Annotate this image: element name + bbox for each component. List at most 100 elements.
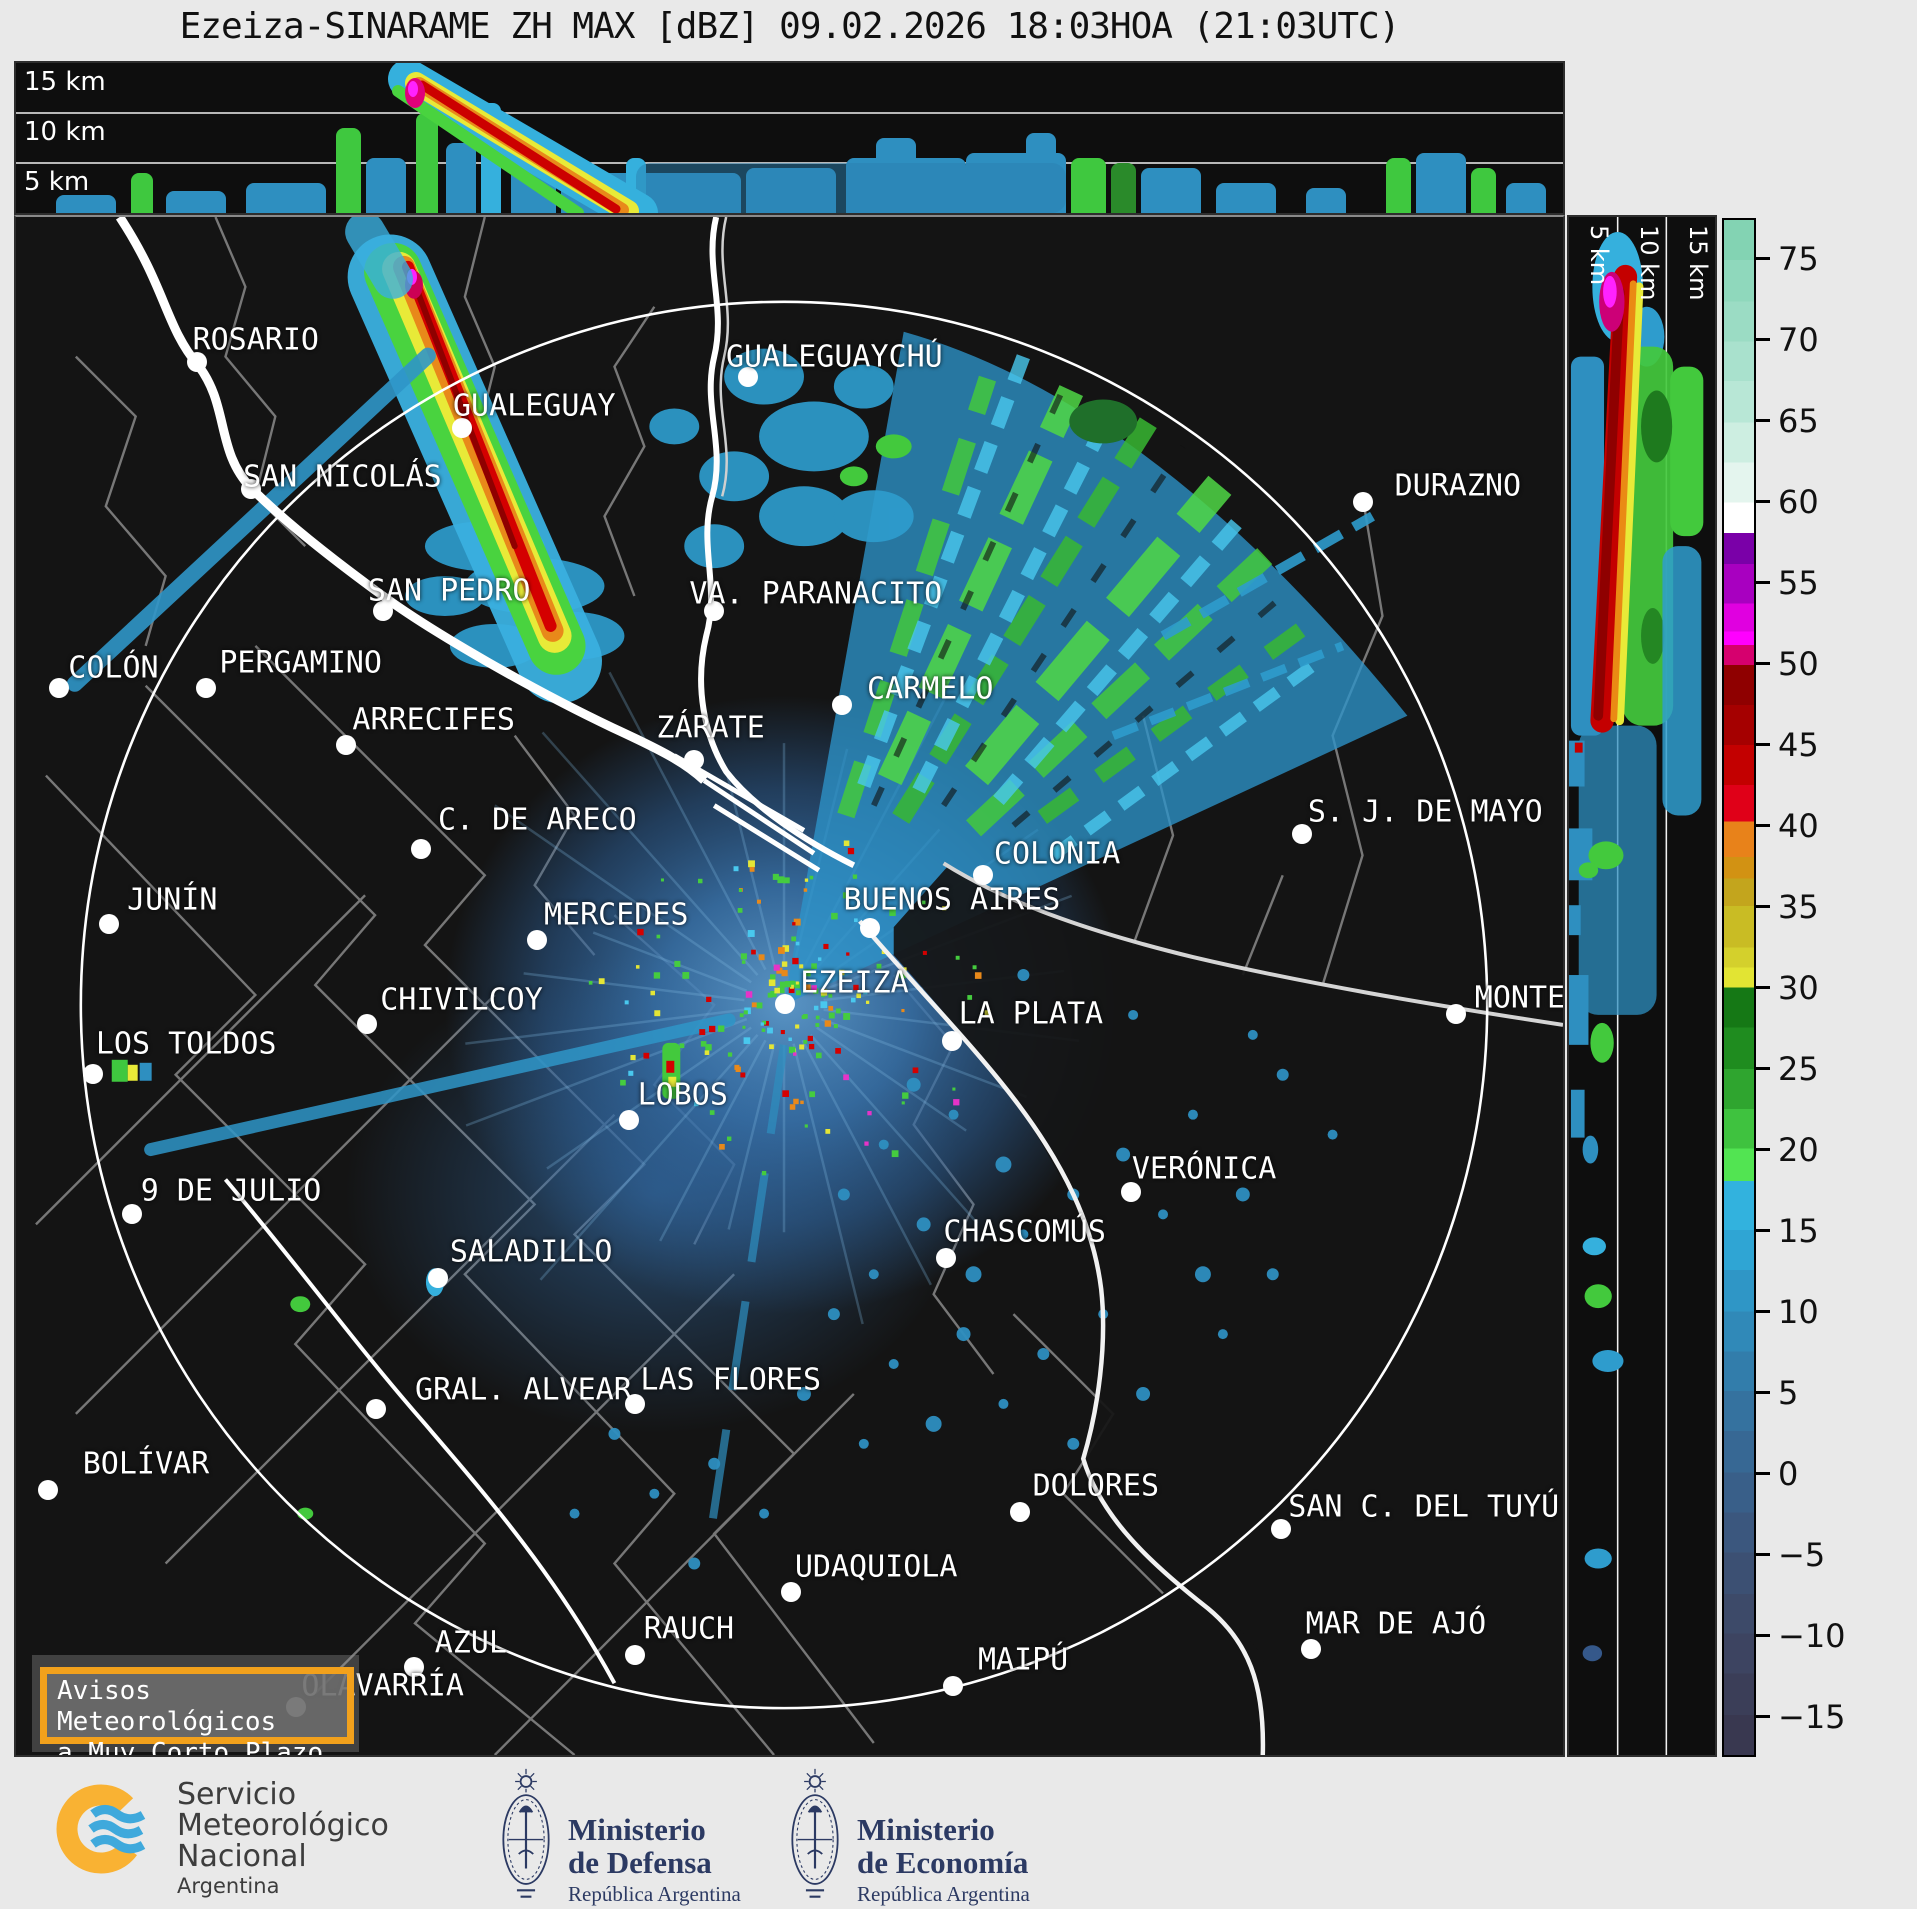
smn-name-line3: Nacional (177, 1839, 307, 1874)
top-panel-height-label-15km: 15 km (24, 67, 106, 97)
city-dot-udaquiola (781, 1581, 802, 1602)
smn-logo-icon (56, 1784, 146, 1874)
reflectivity-colorbar (1722, 218, 1756, 1757)
city-dot-c-de-areco (411, 839, 432, 860)
economia-line1: Ministerio (857, 1812, 995, 1847)
city-dot-san-c-del-tuyu (1271, 1518, 1292, 1539)
top-panel-height-label-5km: 5 km (24, 167, 90, 197)
city-label-pergamino: PERGAMINO (219, 645, 382, 681)
city-label-gral-alvear: GRAL. ALVEAR (415, 1372, 632, 1408)
city-label-arrecifes: ARRECIFES (352, 702, 515, 738)
city-dot-colon (49, 677, 70, 698)
nw-thin-band (66, 347, 436, 692)
economia-sub: República Argentina (857, 1882, 1030, 1906)
side-cross-section-echoes (1569, 217, 1704, 1755)
colorbar-tick-label: 40 (1778, 806, 1819, 845)
side-low-echoes (1569, 740, 1593, 1138)
colorbar-tick-label: 20 (1778, 1130, 1819, 1169)
city-label-lobos: LOBOS (637, 1077, 728, 1113)
city-label-la-plata: LA PLATA (958, 996, 1104, 1032)
defensa-line1: Ministerio (568, 1812, 706, 1847)
colorbar-tick-label: 10 (1778, 1292, 1819, 1331)
city-label-rauch: RAUCH (643, 1611, 735, 1647)
city-dot-s-j-de-mayo (1291, 823, 1312, 844)
city-label-chascomus: CHASCOMÚS (943, 1214, 1106, 1250)
city-label-rosario: ROSARIO (192, 322, 319, 358)
coat-of-arms-icon (787, 1767, 843, 1903)
colorbar-tick-label: 55 (1778, 563, 1819, 602)
ne-precip-fan (784, 331, 1408, 1005)
colorbar-tick (1756, 905, 1770, 908)
colorbar-ticks: 75 70 65 60 55 50 45 40 35 30 25 20 15 10 5 0 −5 −10 −15 (1756, 218, 1876, 1757)
city-label-carmelo: CARMELO (867, 671, 994, 707)
smn-name-line1: Servicio (177, 1777, 297, 1812)
top-cross-section-echoes (16, 63, 1563, 213)
city-dot-las-flores (624, 1394, 645, 1415)
city-label-maipu: MAIPÚ (977, 1642, 1069, 1678)
city-dot-buenos-aires (859, 917, 880, 938)
colorbar-tick (1756, 662, 1770, 665)
city-dot-gualeguaychu (737, 366, 758, 387)
colorbar-tick (1756, 581, 1770, 584)
city-label-azul: AZUL (434, 1625, 507, 1661)
city-dot-montev (1446, 1003, 1467, 1024)
city-dot-saladillo (428, 1268, 449, 1289)
city-dot-azul (403, 1657, 424, 1678)
colorbar-tick (1756, 500, 1770, 503)
colorbar-tick-label: 70 (1778, 320, 1819, 359)
city-dot-va-paranacito (703, 600, 724, 621)
city-layer: ROSARIO SAN NICOLÁS GUALEGUAY GUALEGUAYCHÚ S… (16, 217, 1563, 1755)
footer-logos: Servicio Meteorológico Nacional Argentin… (0, 1757, 1917, 1909)
warning-box-halo: Avisos Meteorológicos a Muy Corto Plazo (32, 1655, 359, 1755)
city-dot-mercedes (527, 929, 548, 950)
top-cross-section-panel: 15 km 10 km 5 km (14, 61, 1565, 215)
colorbar-tick-label: 25 (1778, 1049, 1819, 1088)
city-dot-chivilcoy (357, 1014, 378, 1035)
city-dot-rosario (186, 351, 207, 372)
colorbar-tick-label: 45 (1778, 725, 1819, 764)
ministry-defensa-block: Ministerio de Defensa República Argentin… (498, 1767, 741, 1906)
city-dot-rauch (624, 1645, 645, 1666)
colorbar-tick (1756, 338, 1770, 341)
colorbar-tick-label: 65 (1778, 401, 1819, 440)
coat-of-arms-icon (498, 1767, 554, 1903)
colorbar-tick (1756, 743, 1770, 746)
city-dot-pergamino (196, 677, 217, 698)
scattered-echoes (569, 969, 1338, 1570)
city-dot-mar-de-ajo (1300, 1638, 1321, 1659)
city-label-gualeguay: GUALEGUAY (452, 388, 616, 424)
colorbar-tick (1756, 1310, 1770, 1313)
radar-map-panel: ROSARIO SAN NICOLÁS GUALEGUAY GUALEGUAYCHÚ S… (14, 215, 1565, 1757)
city-dot-veronica (1121, 1182, 1142, 1203)
colorbar-tick (1756, 824, 1770, 827)
colorbar-tick-label: 75 (1778, 239, 1819, 278)
colorbar-tick (1756, 419, 1770, 422)
city-label-junin: JUNÍN (127, 882, 218, 918)
squall-line (345, 217, 602, 704)
warning-line1: Avisos Meteorológicos (57, 1676, 277, 1737)
smn-name-line2: Meteorológico (177, 1808, 389, 1843)
city-label-udaquiola: UDAQUIOLA (794, 1549, 958, 1585)
city-dot-9-de-julio (122, 1203, 143, 1224)
city-label-colonia: COLONIA (993, 836, 1121, 872)
colorbar-tick (1756, 1067, 1770, 1070)
city-label-va-paranacito: VA. PARANACITO (689, 576, 943, 612)
city-label-mercedes: MERCEDES (543, 897, 689, 933)
city-label-saladillo: SALADILLO (449, 1234, 613, 1270)
colorbar-tick-label: 50 (1778, 644, 1819, 683)
ministry-economia-block: Ministerio de Economía República Argenti… (787, 1767, 1030, 1906)
city-dot-lobos (618, 1109, 639, 1130)
city-label-s-j-de-mayo: S. J. DE MAYO (1307, 794, 1543, 830)
city-dot-ezeiza (774, 994, 795, 1015)
city-dot-dolores (1010, 1501, 1030, 1522)
clutter-speckles (588, 840, 991, 1176)
city-dot-zarate (683, 749, 704, 770)
city-dot-junin (98, 914, 119, 935)
colorbar-tick (1756, 1391, 1770, 1394)
colorbar-tick-label: 30 (1778, 968, 1819, 1007)
city-label-bolivar: BOLÍVAR (82, 1446, 210, 1482)
colorbar-tick-label: 35 (1778, 887, 1819, 926)
colorbar-tick-label: −10 (1778, 1616, 1846, 1655)
colorbar-tick (1756, 1715, 1770, 1718)
